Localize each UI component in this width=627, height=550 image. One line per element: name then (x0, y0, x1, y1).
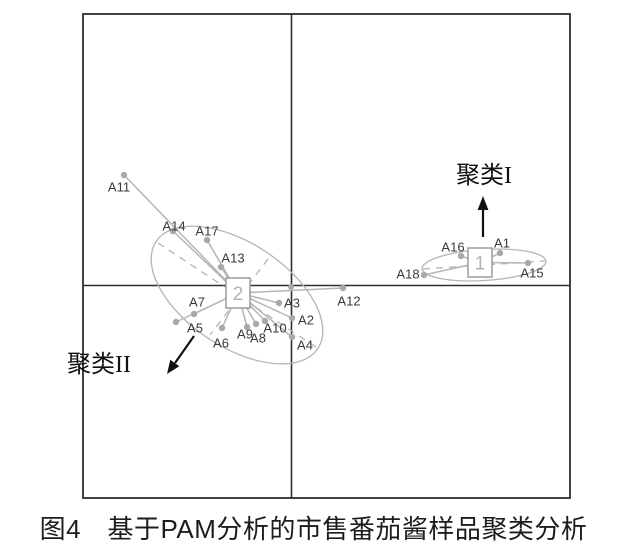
point-label-A10: A10 (263, 321, 286, 336)
point-label-A12: A12 (337, 294, 360, 309)
data-point-A4 (288, 333, 296, 341)
point-label-A13: A13 (221, 251, 244, 266)
data-point-A8 (252, 320, 260, 328)
data-point-A18 (420, 271, 428, 279)
cluster-arrow-head-2 (167, 359, 180, 374)
data-point-A1 (496, 249, 504, 257)
unlabeled-dot-0 (288, 284, 294, 290)
data-point-A5 (172, 318, 180, 326)
point-label-A2: A2 (298, 313, 314, 328)
ellipse-axis-dash-2-1 (209, 258, 269, 336)
data-point-A3 (275, 299, 283, 307)
point-label-A4: A4 (297, 338, 313, 353)
data-point-A12 (339, 284, 347, 292)
point-label-A5: A5 (187, 321, 203, 336)
medoid-number-2: 2 (233, 284, 244, 305)
point-label-A14: A14 (162, 219, 185, 234)
point-label-A15: A15 (520, 266, 543, 281)
cluster-annotation-1: 聚类I (456, 162, 512, 189)
spoke-2-A11 (123, 174, 239, 294)
data-point-A10 (261, 317, 269, 325)
cluster-arrow-head-1 (477, 196, 489, 210)
point-label-A6: A6 (213, 336, 229, 351)
cluster-annotation-2: 聚类II (67, 351, 131, 378)
point-label-A18: A18 (396, 267, 419, 282)
medoid-number-1: 1 (475, 254, 486, 275)
data-point-A11 (120, 171, 128, 179)
point-label-A9: A9 (237, 327, 253, 342)
plot-frame (82, 13, 571, 499)
point-label-A8: A8 (250, 331, 266, 346)
point-label-A17: A17 (195, 224, 218, 239)
data-point-A17 (203, 236, 211, 244)
data-point-A6 (218, 324, 226, 332)
point-label-A16: A16 (441, 240, 464, 255)
medoid-box-1 (467, 247, 493, 278)
data-point-A15 (524, 259, 532, 267)
data-point-A16 (457, 252, 465, 260)
data-point-A9 (243, 323, 251, 331)
data-point-A7 (190, 310, 198, 318)
point-label-A11: A11 (108, 180, 130, 195)
data-point-A13 (217, 263, 225, 271)
point-label-A7: A7 (189, 295, 205, 310)
data-point-A2 (288, 314, 296, 322)
point-label-A3: A3 (284, 296, 300, 311)
figure-caption: 图4 基于PAM分析的市售番茄酱样品聚类分析 (39, 514, 588, 544)
cluster-ellipse-2 (150, 225, 324, 365)
medoid-box-2 (225, 277, 251, 309)
data-point-A14 (169, 227, 177, 235)
cluster-arrow-shaft-2 (174, 335, 195, 364)
spoke-2-A12 (237, 287, 344, 294)
point-label-A1: A1 (494, 236, 510, 251)
